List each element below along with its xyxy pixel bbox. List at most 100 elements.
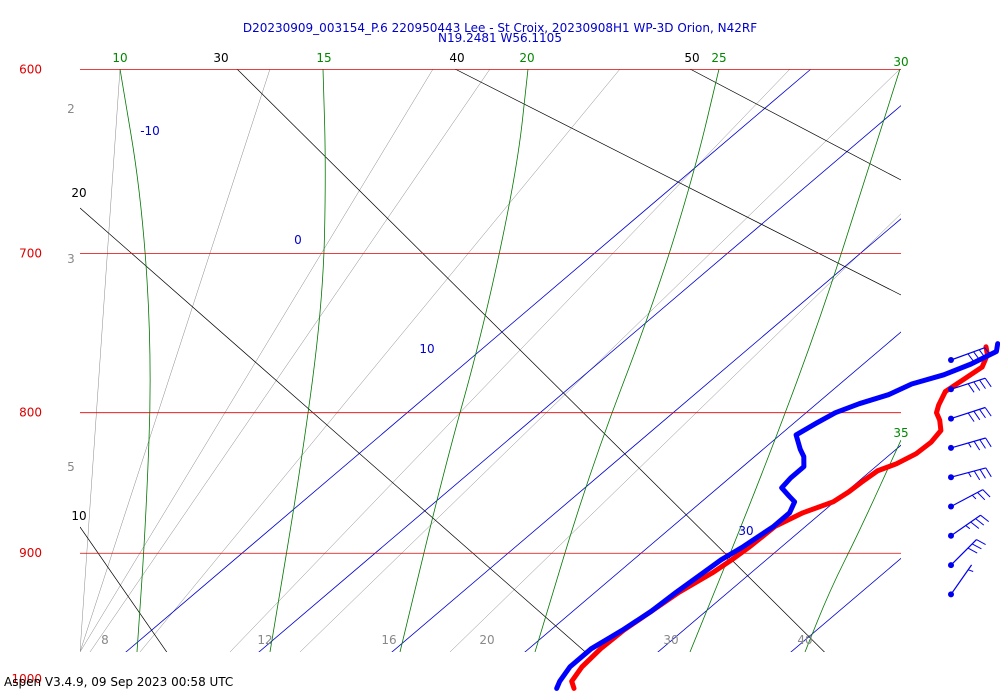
wind-barb	[948, 539, 986, 569]
wind-barb-full-feather	[979, 409, 986, 419]
wind-barb-full-feather	[967, 383, 975, 393]
wind-barb-full-feather	[973, 351, 981, 361]
moist-adiabat-label: 30	[893, 55, 908, 69]
mixing-ratio-label: 40	[797, 633, 812, 647]
wind-barb-shaft	[950, 539, 977, 566]
isotherm-label: -10	[140, 124, 160, 138]
wind-barb-full-feather	[984, 407, 992, 417]
isotherm-line	[657, 444, 901, 652]
dry-adiabat-label: 40	[449, 51, 464, 65]
isotherm-label: 30	[738, 524, 753, 538]
wind-barb-half-feather	[967, 472, 972, 478]
wind-barb-full-feather	[980, 514, 990, 522]
wind-barb-full-feather	[982, 489, 991, 498]
moist-adiabat-line	[804, 439, 901, 652]
wind-barb-full-feather	[979, 439, 986, 449]
wind-barb-full-feather	[973, 381, 981, 391]
wind-barb-half-feather	[967, 442, 972, 448]
moist-adiabat-label: 10	[112, 51, 127, 65]
wind-barb-full-feather	[967, 412, 975, 422]
mixing-ratio-label: 20	[479, 633, 494, 647]
wind-barb-full-feather	[976, 539, 986, 546]
isotherm-label: 10	[419, 342, 434, 356]
wind-barb-full-feather	[979, 379, 986, 389]
pressure-label: 600	[19, 63, 42, 77]
dry-adiabat-label: 10	[71, 509, 86, 523]
chart-title: D20230909_003154_P.6 220950443 Lee - St …	[242, 21, 758, 35]
wind-barb	[948, 406, 992, 422]
mixing-ratio-line	[80, 69, 121, 652]
mixing-ratio-label: 5	[67, 460, 75, 474]
mixing-ratio-line	[229, 69, 791, 652]
wind-barb-full-feather	[970, 521, 980, 529]
moist-adiabat-label: 15	[316, 51, 331, 65]
wind-barb-shaft	[950, 564, 973, 595]
wind-barb-half-feather	[971, 494, 977, 500]
mixing-ratio-line	[449, 213, 901, 652]
pressure-label: 1000	[11, 672, 42, 686]
isotherm-line	[258, 105, 901, 652]
plot-area	[80, 69, 901, 652]
wind-barb-full-feather	[973, 410, 981, 421]
isotherm-line	[391, 218, 901, 652]
wind-barb-full-feather	[967, 353, 975, 363]
wind-barb-full-feather	[985, 467, 992, 478]
mixing-ratio-label: 2	[67, 102, 75, 116]
mixing-ratio-label: 30	[663, 633, 678, 647]
wind-barb-full-feather	[973, 470, 981, 481]
moist-adiabat-line	[269, 69, 326, 652]
chart-subtitle: N19.2481 W56.1105	[438, 31, 562, 45]
dry-adiabat-label: 20	[71, 186, 86, 200]
wind-barb-full-feather	[979, 469, 986, 479]
wind-barb-full-feather	[984, 377, 992, 388]
wind-barb	[948, 377, 992, 393]
wind-barb-full-feather	[984, 347, 992, 357]
mixing-ratio-label: 8	[101, 633, 109, 647]
dewpoint-profile	[554, 341, 1000, 691]
mixing-ratio-line	[89, 69, 491, 652]
wind-barb-full-feather	[967, 547, 978, 554]
wind-barb-half-feather	[965, 525, 971, 530]
wind-barb	[948, 564, 974, 598]
wind-barb-full-feather	[975, 518, 985, 526]
temperature-profile	[569, 344, 990, 691]
wind-barb	[948, 347, 992, 363]
mixing-ratio-line	[139, 69, 621, 652]
isotherm-label: 0	[294, 233, 302, 247]
mixing-ratio-line	[80, 69, 271, 652]
dry-adiabat-line	[236, 69, 825, 652]
isotherm-line	[524, 331, 901, 652]
wind-barb	[948, 489, 991, 510]
moist-adiabat-label: 25	[711, 51, 726, 65]
wind-barb-shaft	[950, 489, 984, 508]
moist-adiabat-label: 20	[519, 51, 534, 65]
pressure-label: 900	[19, 546, 42, 560]
wind-barb-full-feather	[978, 349, 986, 359]
wind-barb-half-feather	[968, 569, 974, 572]
pressure-label: 700	[19, 246, 42, 260]
moist-adiabat-line	[399, 69, 529, 652]
mixing-ratio-label: 16	[381, 633, 396, 647]
moist-adiabat-label: 35	[893, 426, 908, 440]
dry-adiabat-label: 50	[684, 51, 699, 65]
wind-barb-full-feather	[973, 441, 981, 451]
dry-adiabat-line	[689, 69, 901, 181]
moist-adiabat-line	[119, 69, 151, 652]
isotherm-line	[125, 69, 811, 652]
mixing-ratio-label: 12	[257, 633, 272, 647]
wind-barb	[948, 467, 992, 481]
wind-barb-full-feather	[971, 543, 982, 550]
wind-barb	[948, 514, 990, 539]
mixing-ratio-line	[80, 69, 434, 652]
dry-adiabat-label: 30	[213, 51, 228, 65]
pressure-label: 800	[19, 406, 42, 420]
dry-adiabat-line	[80, 207, 586, 652]
mixing-ratio-label: 3	[67, 252, 75, 266]
isotherm-line	[790, 557, 901, 652]
dry-adiabat-line	[454, 69, 901, 296]
mixing-ratio-line	[299, 69, 901, 652]
moist-adiabat-line	[534, 69, 720, 652]
wind-barb-full-feather	[977, 492, 986, 501]
wind-barb	[948, 437, 992, 451]
